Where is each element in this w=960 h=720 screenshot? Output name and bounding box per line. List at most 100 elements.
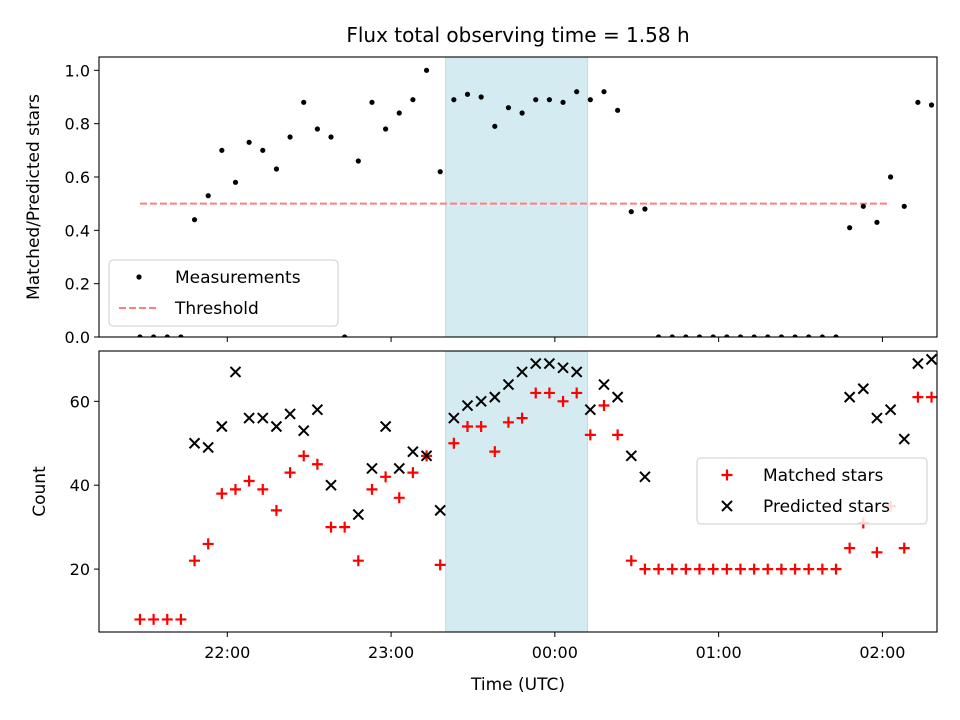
data-point (571, 387, 583, 399)
data-point (407, 445, 419, 458)
data-point (164, 334, 170, 337)
axes-frame (98, 350, 938, 633)
data-point (884, 404, 897, 416)
data-point (298, 450, 310, 462)
data-point (257, 483, 269, 495)
data-point (407, 467, 419, 479)
data-point (792, 334, 798, 337)
data-point (830, 563, 842, 575)
data-point (434, 504, 446, 517)
data-point (516, 412, 528, 424)
data-point (816, 563, 828, 575)
x-tick-label: 00:00 (532, 643, 578, 662)
y-tick-label: 20 (70, 560, 90, 579)
data-point (707, 563, 719, 575)
data-point (462, 420, 474, 432)
y-tick-label: 0.6 (65, 168, 90, 187)
data-point (434, 559, 446, 571)
data-point (898, 542, 910, 554)
data-point (188, 437, 201, 449)
legend-entry-label: Threshold (174, 299, 259, 319)
data-point (137, 334, 143, 337)
data-point (765, 334, 771, 337)
data-point (724, 334, 730, 337)
data-point (710, 334, 716, 337)
data-point (410, 97, 416, 103)
data-point (611, 391, 624, 403)
data-point (489, 391, 501, 403)
data-point (516, 366, 528, 378)
data-point (492, 123, 498, 129)
x-tick-label: 01:00 (696, 643, 742, 662)
data-point (587, 97, 593, 103)
data-point (519, 110, 525, 116)
data-point (601, 89, 607, 95)
data-point (448, 412, 460, 424)
data-point (887, 174, 894, 180)
data-point (844, 542, 856, 554)
data-point (202, 538, 214, 550)
data-point (191, 217, 198, 223)
legend: Matched stars Predicted stars (696, 457, 928, 525)
data-point (229, 483, 241, 495)
data-point (833, 334, 839, 337)
data-point (530, 387, 542, 399)
data-point (574, 89, 580, 95)
data-point (901, 203, 907, 209)
legend-marker (136, 274, 142, 280)
data-point (669, 334, 675, 337)
data-point (734, 563, 746, 575)
data-point (628, 209, 634, 215)
data-point (219, 147, 225, 153)
data-point (915, 99, 921, 105)
data-point (584, 404, 597, 416)
data-point (696, 334, 703, 337)
data-point (328, 134, 334, 140)
data-point (557, 362, 569, 374)
data-point (216, 488, 228, 500)
y-axis-label: Matched/Predicted stars (24, 94, 44, 300)
data-point (423, 67, 430, 73)
data-point (860, 203, 866, 209)
data-point (475, 420, 487, 432)
data-point (216, 420, 228, 433)
data-point (489, 446, 501, 458)
legend-entry-label: Predicted stars (763, 497, 890, 517)
data-point (925, 353, 937, 366)
data-point (134, 613, 146, 625)
data-point (393, 462, 405, 475)
data-point (584, 429, 596, 441)
data-point (533, 97, 539, 103)
data-point (912, 357, 924, 370)
data-point (502, 416, 514, 428)
data-point (393, 492, 405, 504)
data-point (898, 433, 910, 445)
data-point (653, 563, 665, 575)
data-point (857, 383, 870, 395)
data-point (243, 412, 255, 424)
data-point (680, 563, 692, 575)
data-point (448, 437, 460, 449)
data-point (625, 450, 637, 462)
y-tick-label: 0.8 (65, 115, 90, 134)
data-point (366, 483, 378, 495)
data-point (530, 357, 542, 370)
data-point (339, 521, 351, 533)
y-tick-label: 1.0 (65, 61, 90, 80)
data-point (379, 420, 392, 433)
data-point (355, 158, 361, 164)
data-point (478, 94, 484, 100)
data-point (737, 334, 744, 337)
y-tick-label: 0.0 (65, 328, 90, 347)
data-point (189, 555, 201, 567)
data-point (546, 97, 552, 103)
y-tick-label: 0.2 (65, 275, 90, 294)
data-point (639, 563, 651, 575)
data-point (298, 424, 310, 437)
data-point (273, 166, 280, 172)
data-point (229, 366, 242, 378)
data-point (205, 193, 211, 199)
legend-entry-label: Matched stars (763, 466, 883, 486)
data-point (560, 99, 566, 105)
data-point (396, 110, 402, 116)
